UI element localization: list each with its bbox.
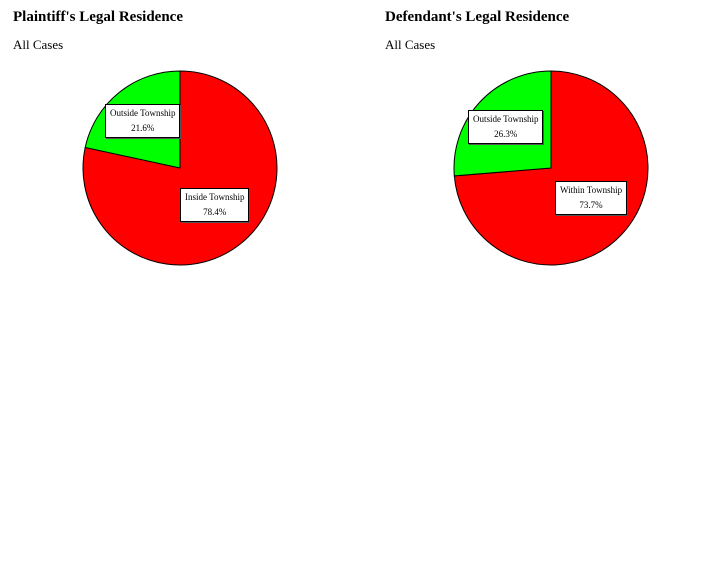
slice-label-box: Within Township 73.7% (555, 181, 628, 215)
chart-subtitle: All Cases (385, 37, 436, 52)
slice-label-text: Within Township (560, 185, 623, 195)
slice-label-box: Inside Township 78.4% (180, 188, 250, 222)
slice-label-text: Inside Township (185, 192, 245, 202)
defendant-chart-panel: Defendant's Legal Residence All Cases Ou… (372, 0, 720, 280)
chart-subtitle: All Cases (13, 37, 64, 52)
defendant-pie-chart (453, 70, 649, 266)
chart-title: Defendant's Legal Residence (385, 9, 570, 25)
slice-value-label: 26.3% (494, 129, 518, 139)
slice-value-label: 21.6% (131, 123, 155, 133)
slice-value-label: 73.7% (579, 200, 603, 210)
slice-label-text: Outside Township (473, 114, 539, 124)
chart-title: Plaintiff's Legal Residence (13, 9, 183, 25)
plaintiff-pie-chart (82, 70, 278, 266)
slice-label-box: Outside Township 26.3% (468, 110, 544, 144)
slice-label-text: Outside Township (110, 108, 176, 118)
slice-label-box: Outside Township 21.6% (105, 104, 181, 138)
slice-value-label: 78.4% (203, 207, 227, 217)
plaintiff-chart-panel: Plaintiff's Legal Residence All Cases Ou… (0, 0, 360, 280)
